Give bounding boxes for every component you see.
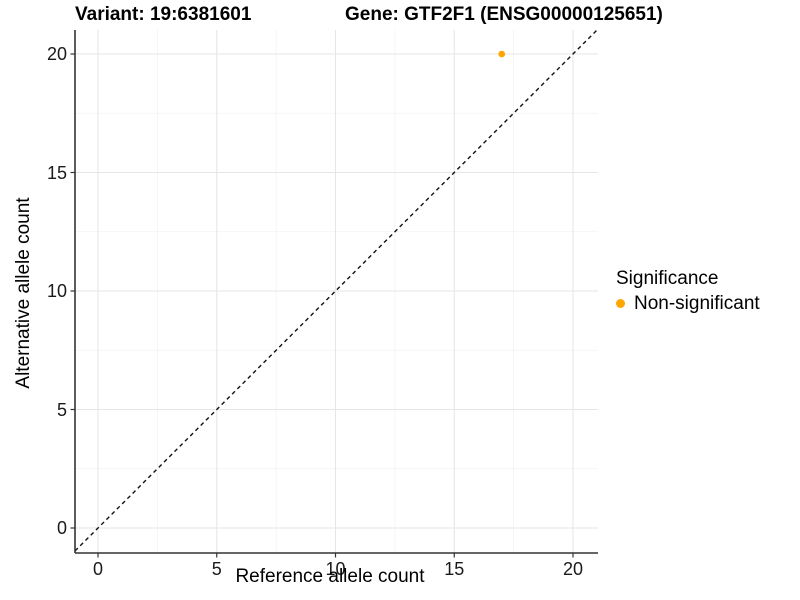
y-tick-label: 20 (46, 44, 67, 64)
y-tick-label: 10 (46, 281, 67, 301)
identity-dashed-line (74, 29, 598, 552)
plot-title-gene: Gene: GTF2F1 (ENSG00000125651) (345, 4, 663, 25)
x-tick-label: 5 (211, 559, 222, 579)
legend: Significance Non-significant (616, 267, 760, 315)
legend-title: Significance (616, 268, 719, 289)
x-tick-label: 15 (444, 559, 465, 579)
data-point (498, 50, 506, 58)
y-tick-label: 5 (56, 399, 67, 420)
x-axis-title: Reference allele count (235, 566, 425, 587)
y-axis-title: Alternative allele count (13, 197, 34, 389)
plot-title-variant: Variant: 19:6381601 (75, 4, 252, 25)
legend-item-label: Non-significant (634, 293, 760, 314)
y-tick-label: 0 (56, 518, 67, 538)
x-tick-label: 10 (325, 559, 346, 579)
legend-item: Non-significant (616, 292, 760, 315)
y-tick-label: 15 (46, 162, 67, 183)
legend-point-icon (616, 299, 625, 308)
x-tick-label: 0 (92, 559, 103, 579)
x-tick-label: 20 (562, 559, 584, 579)
